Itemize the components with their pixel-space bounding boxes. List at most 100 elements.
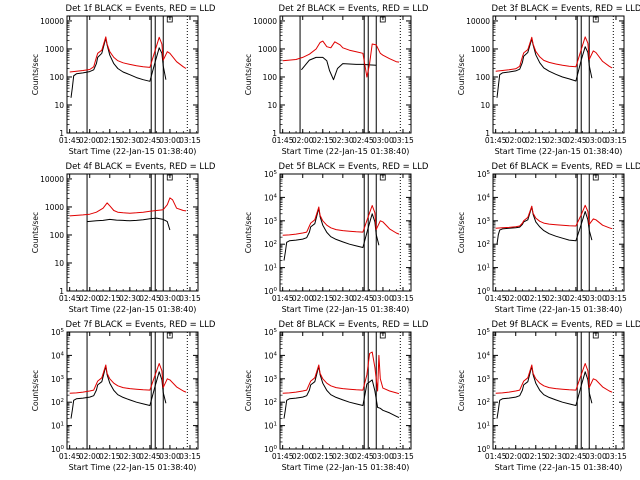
x-axis-label: Start Time (22-Jan-15 01:38:40) <box>69 305 197 314</box>
y-tick-label: 10000 <box>253 17 277 26</box>
y-tick-label: 100 <box>51 445 65 454</box>
x-tick-label: 03:00 <box>372 452 394 461</box>
y-axis-label: Counts/sec <box>457 54 466 95</box>
x-tick-label: 02:30 <box>545 452 567 461</box>
y-tick-label: 104 <box>264 193 278 202</box>
x-tick-label: 02:00 <box>292 136 314 145</box>
y-tick-label: 1000 <box>258 45 277 54</box>
lld-series-line <box>495 363 613 394</box>
x-tick-label: 03:15 <box>605 136 627 145</box>
y-tick-label: 10000 <box>40 175 64 184</box>
y-tick-label: 101 <box>477 264 490 273</box>
y-tick-label: 102 <box>477 398 490 407</box>
events-series-line <box>496 206 593 245</box>
y-tick-label: 10000 <box>466 17 490 26</box>
x-tick-label: 02:30 <box>119 452 141 461</box>
x-tick-label: 03:15 <box>392 294 414 303</box>
y-axis-label: Counts/sec <box>457 370 466 411</box>
plot-frame <box>66 15 199 134</box>
x-tick-label: 01:45 <box>485 452 507 461</box>
y-tick-label: 100 <box>263 73 278 82</box>
chart-title: Det 4f BLACK = Events, RED = LLD <box>66 162 216 172</box>
x-tick-label: 02:00 <box>505 452 527 461</box>
y-tick-label: 101 <box>477 422 490 431</box>
flag-box <box>166 332 173 339</box>
x-tick-label: 01:45 <box>485 136 507 145</box>
x-axis-label: Start Time (22-Jan-15 01:38:40) <box>495 147 623 156</box>
x-tick-label: 02:15 <box>312 294 334 303</box>
y-tick-label: 101 <box>51 422 64 431</box>
y-tick-label: 103 <box>264 375 278 384</box>
plot-frame <box>66 173 199 292</box>
x-tick-label: 03:00 <box>159 452 181 461</box>
x-tick-label: 02:45 <box>352 136 374 145</box>
events-series-line <box>301 56 377 81</box>
x-tick-label: 02:15 <box>525 136 547 145</box>
chart-title: Det 3f BLACK = Events, RED = LLD <box>492 4 640 14</box>
x-tick-label: 02:30 <box>545 294 567 303</box>
x-tick-label: 02:00 <box>79 294 101 303</box>
x-tick-label: 02:00 <box>292 452 314 461</box>
x-tick-label: 02:15 <box>312 452 334 461</box>
events-series-line <box>87 217 171 231</box>
x-tick-label: 03:15 <box>392 136 414 145</box>
y-tick-label: 1000 <box>45 203 64 212</box>
x-tick-label: 03:15 <box>179 136 201 145</box>
events-series-line <box>283 365 400 419</box>
x-tick-label: 02:30 <box>545 136 567 145</box>
x-tick-label: 03:15 <box>179 294 201 303</box>
y-tick-label: 102 <box>477 240 490 249</box>
x-axis-label: Start Time (22-Jan-15 01:38:40) <box>282 147 410 156</box>
lld-series-line <box>495 36 613 72</box>
y-axis-label: Counts/sec <box>244 212 253 253</box>
lld-series-line <box>69 363 187 394</box>
x-tick-label: 03:15 <box>605 452 627 461</box>
chart-title: Det 9f BLACK = Events, RED = LLD <box>492 320 640 330</box>
flag-box <box>166 174 173 181</box>
y-tick-label: 105 <box>477 170 491 179</box>
x-tick-label: 02:15 <box>525 294 547 303</box>
x-tick-label: 03:00 <box>159 294 181 303</box>
x-tick-label: 02:15 <box>99 452 121 461</box>
flag-box <box>592 174 599 181</box>
y-tick-label: 105 <box>264 170 278 179</box>
flag-box <box>379 16 386 23</box>
x-tick-label: 03:00 <box>372 294 394 303</box>
y-axis-label: Counts/sec <box>244 54 253 95</box>
x-tick-label: 02:00 <box>292 294 314 303</box>
y-tick-label: 103 <box>51 375 65 384</box>
y-tick-label: 102 <box>264 240 277 249</box>
y-tick-label: 103 <box>477 375 491 384</box>
y-tick-label: 10 <box>267 101 277 110</box>
y-tick-label: 10000 <box>40 17 64 26</box>
x-tick-label: 01:45 <box>272 136 294 145</box>
plot-frame <box>279 331 412 450</box>
x-tick-label: 02:15 <box>525 452 547 461</box>
chart-title: Det 6f BLACK = Events, RED = LLD <box>492 162 640 172</box>
y-tick-label: 100 <box>264 287 278 296</box>
y-tick-label: 104 <box>51 351 65 360</box>
y-tick-label: 101 <box>264 264 277 273</box>
x-tick-label: 03:15 <box>179 452 201 461</box>
x-tick-label: 01:45 <box>59 136 81 145</box>
events-series-line <box>70 37 167 98</box>
y-tick-label: 102 <box>264 398 277 407</box>
chart-panel: Det 1f BLACK = Events, RED = LLD Counts/s… <box>31 4 216 156</box>
flag-box <box>592 332 599 339</box>
flag-box <box>166 16 173 23</box>
flag-box <box>379 174 386 181</box>
x-tick-label: 02:15 <box>312 136 334 145</box>
y-tick-label: 100 <box>476 73 491 82</box>
x-tick-label: 03:15 <box>605 294 627 303</box>
lld-series-line <box>69 197 187 217</box>
chart-panel: Det 5f BLACK = Events, RED = LLD Counts/s… <box>244 162 429 314</box>
chart-panel: Det 3f BLACK = Events, RED = LLD Counts/s… <box>457 4 640 156</box>
x-tick-label: 02:15 <box>99 136 121 145</box>
lld-series-line <box>69 36 187 73</box>
x-tick-label: 02:00 <box>505 136 527 145</box>
y-tick-label: 100 <box>50 73 65 82</box>
x-axis-label: Start Time (22-Jan-15 01:38:40) <box>69 147 197 156</box>
chart-title: Det 8f BLACK = Events, RED = LLD <box>279 320 429 330</box>
y-tick-label: 1000 <box>471 45 490 54</box>
